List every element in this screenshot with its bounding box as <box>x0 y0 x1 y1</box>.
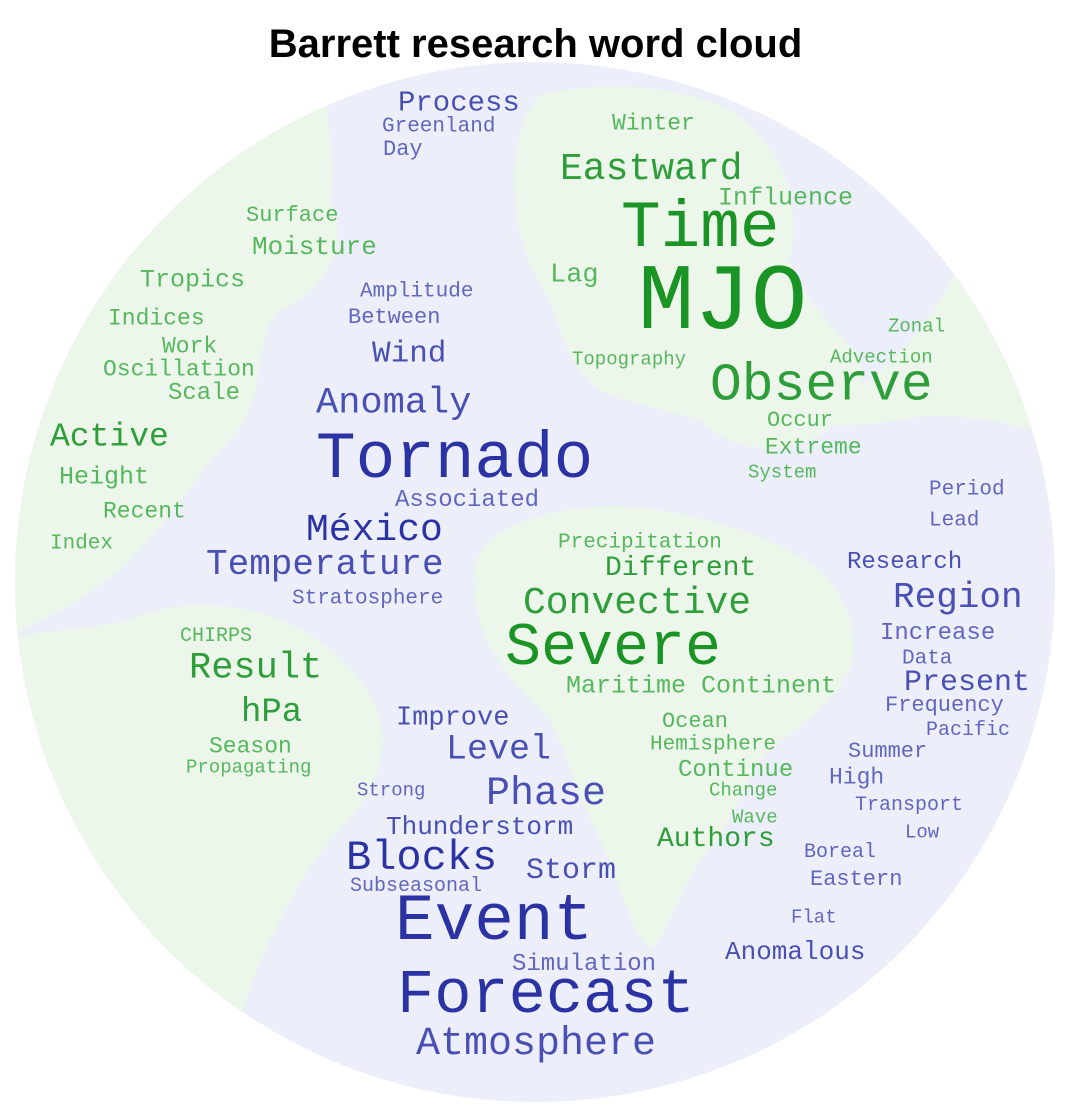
word-high: High <box>829 764 885 791</box>
word-height: Height <box>59 462 150 492</box>
word-region: Region <box>893 577 1023 618</box>
word-mexico: México <box>306 509 443 552</box>
word-eastern: Eastern <box>810 867 903 892</box>
word-forecast: Forecast <box>397 960 695 1031</box>
word-continue: Continue <box>678 757 794 784</box>
word-summer: Summer <box>848 739 928 764</box>
word-improve: Improve <box>396 703 510 734</box>
land-africa <box>473 506 854 950</box>
word-pacific: Pacific <box>926 719 1011 742</box>
word-lead: Lead <box>929 509 980 533</box>
word-season: Season <box>209 733 292 760</box>
word-scale: Scale <box>168 380 241 407</box>
word-mjo: MJO <box>638 251 808 357</box>
word-ocean: Ocean <box>662 709 729 734</box>
word-event: Event <box>395 884 594 959</box>
word-topography: Topography <box>572 348 687 371</box>
word-extreme: Extreme <box>765 434 862 461</box>
word-convective: Convective <box>523 582 752 625</box>
word-flat: Flat <box>791 906 837 929</box>
figure-title: Barrett research word cloud <box>268 22 803 66</box>
word-zonal: Zonal <box>888 315 946 338</box>
word-lag: Lag <box>550 260 599 291</box>
word-amplitude: Amplitude <box>360 280 474 304</box>
word-temperature: Temperature <box>206 544 444 585</box>
word-severe: Severe <box>505 615 722 683</box>
word-influence: Influence <box>718 183 854 213</box>
word-work: Work <box>162 333 218 360</box>
word-research: Research <box>847 549 963 576</box>
word-anomalous: Anomalous <box>725 937 866 967</box>
word-boreal: Boreal <box>804 841 877 864</box>
word-associated: Associated <box>395 487 540 514</box>
word-simulation: Simulation <box>512 951 657 978</box>
word-index: Index <box>50 532 114 556</box>
word-tropics: Tropics <box>140 265 246 295</box>
word-tornado: Tornado <box>316 422 594 497</box>
word-storm: Storm <box>526 854 617 888</box>
word-observe: Observe <box>710 355 933 416</box>
word-present: Present <box>904 666 1031 700</box>
word-eastward: Eastward <box>560 148 743 191</box>
word-transport: Transport <box>855 794 964 817</box>
word-wind: Wind <box>372 336 447 372</box>
word-frequency: Frequency <box>885 693 1004 718</box>
word-recent: Recent <box>103 498 186 525</box>
word-thunderstorm: Thunderstorm <box>386 812 574 842</box>
word-low: Low <box>905 821 940 844</box>
word-active: Active <box>50 418 169 456</box>
word-atmosphere: Atmosphere <box>416 1022 657 1067</box>
word-increase: Increase <box>880 620 996 647</box>
word-maritime-continent: Maritime Continent <box>566 671 837 701</box>
word-between: Between <box>348 305 441 330</box>
word-advection: Advection <box>830 346 933 369</box>
word-result: Result <box>189 647 323 690</box>
word-stratosphere: Stratosphere <box>292 587 444 611</box>
word-indices: Indices <box>108 305 205 332</box>
word-greenland: Greenland <box>382 115 496 139</box>
word-hemisphere: Hemisphere <box>650 733 777 757</box>
word-winter: Winter <box>612 110 695 137</box>
word-strong: Strong <box>357 779 426 802</box>
word-wave: Wave <box>732 806 778 829</box>
word-level: Level <box>446 729 552 770</box>
word-change: Change <box>709 779 778 802</box>
word-authors: Authors <box>657 824 775 855</box>
word-anomaly: Anomaly <box>316 382 472 425</box>
word-different: Different <box>605 553 757 584</box>
word-propagating: Propagating <box>186 756 312 779</box>
word-precipitation: Precipitation <box>558 531 722 555</box>
word-occur: Occur <box>767 408 834 433</box>
word-data: Data <box>902 647 953 671</box>
word-chirps: CHIRPS <box>180 625 253 648</box>
word-period: Period <box>929 478 1005 502</box>
word-hpa: hPa <box>241 694 303 732</box>
word-subseasonal: Subseasonal <box>350 875 483 898</box>
land-greenland <box>513 86 863 449</box>
word-process: Process <box>398 86 520 120</box>
word-blocks: Blocks <box>346 834 498 882</box>
word-time: Time <box>621 191 780 266</box>
word-surface: Surface <box>246 203 339 228</box>
word-day: Day <box>383 137 423 162</box>
word-moisture: Moisture <box>252 232 377 262</box>
word-phase: Phase <box>486 772 607 817</box>
word-oscillation: Oscillation <box>103 356 255 383</box>
word-system: System <box>748 461 817 484</box>
